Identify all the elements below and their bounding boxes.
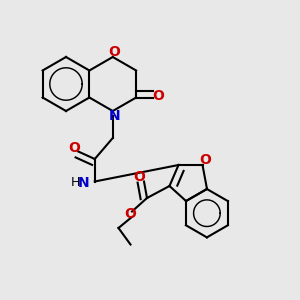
Text: O: O	[69, 141, 81, 155]
Text: O: O	[134, 170, 146, 184]
Text: O: O	[124, 208, 136, 221]
Text: H: H	[70, 176, 80, 190]
Text: O: O	[152, 89, 164, 103]
Text: N: N	[109, 110, 120, 123]
Text: N: N	[78, 176, 89, 190]
Text: O: O	[108, 46, 120, 59]
Text: O: O	[200, 154, 211, 167]
